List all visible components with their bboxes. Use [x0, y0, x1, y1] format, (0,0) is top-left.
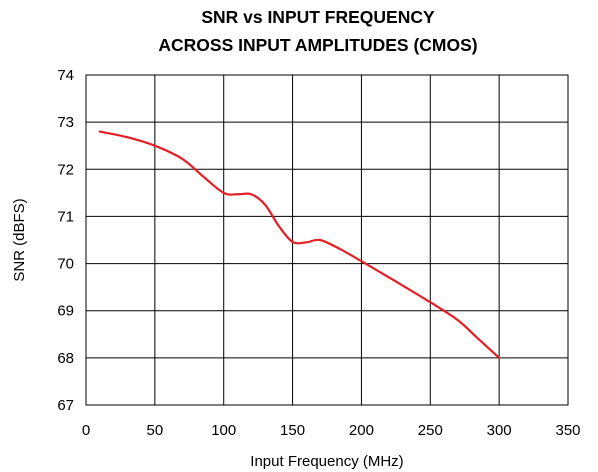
chart-title: SNR vs INPUT FREQUENCY [201, 7, 435, 27]
x-tick-label: 0 [82, 422, 90, 439]
y-tick-label: 73 [57, 114, 74, 131]
x-tick-label: 150 [280, 422, 305, 439]
x-tick-label: 250 [418, 422, 443, 439]
y-axis-label: SNR (dBFS) [11, 198, 28, 281]
y-tick-label: 68 [57, 350, 74, 367]
y-tick-label: 72 [57, 161, 74, 178]
y-tick-label: 71 [57, 208, 74, 225]
plot-frame [85, 74, 569, 406]
x-tick-label: 300 [487, 422, 512, 439]
y-tick-label: 69 [57, 303, 74, 320]
chart-subtitle: ACROSS INPUT AMPLITUDES (CMOS) [158, 35, 477, 55]
x-tick-labels: 0 50 100 150 200 250 300 350 [82, 422, 581, 439]
grid-lines [85, 74, 569, 406]
x-tick-label: 350 [555, 422, 580, 439]
x-tick-label: 100 [211, 422, 236, 439]
x-axis-label: Input Frequency (MHz) [250, 453, 403, 470]
y-tick-label: 70 [57, 256, 74, 273]
chart-title-group: SNR vs INPUT FREQUENCY ACROSS INPUT AMPL… [158, 7, 477, 55]
y-tick-labels: 67 68 69 70 71 72 73 74 [57, 67, 74, 414]
series-group [98, 130, 501, 359]
y-tick-label: 67 [57, 397, 74, 414]
x-tick-label: 50 [147, 422, 164, 439]
x-tick-label: 200 [349, 422, 374, 439]
snr-series-line [98, 130, 501, 359]
y-tick-label: 74 [57, 67, 74, 84]
